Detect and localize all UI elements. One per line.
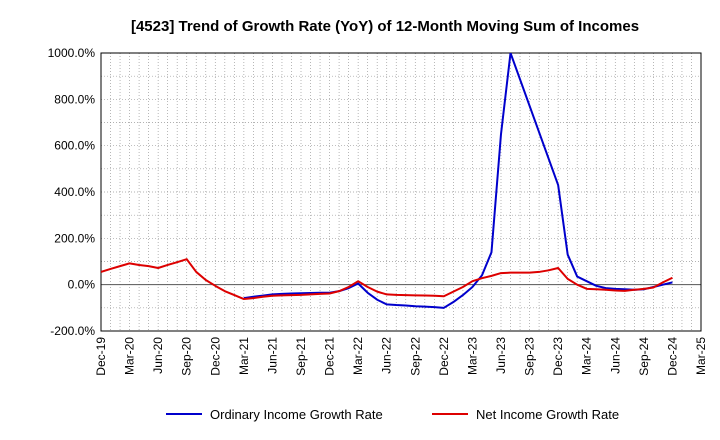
y-tick-label: 800.0%	[54, 92, 95, 106]
y-tick-label: 1000.0%	[48, 46, 96, 60]
y-tick-label: -200.0%	[50, 324, 95, 338]
x-tick-label: Sep-21	[294, 337, 308, 376]
y-tick-label: 600.0%	[54, 139, 95, 153]
y-tick-label: 0.0%	[68, 278, 96, 292]
x-tick-label: Sep-23	[523, 337, 537, 376]
y-tick-label: 200.0%	[54, 231, 95, 245]
x-tick-label: Mar-21	[237, 337, 251, 375]
x-tick-label: Mar-20	[123, 337, 137, 375]
legend-label: Ordinary Income Growth Rate	[210, 407, 383, 422]
x-axis: Dec-19 Mar-20 Jun-20 Sep-20 Dec-20 Mar-21 Jun-…	[94, 337, 708, 376]
x-tick-label: Mar-24	[580, 337, 594, 375]
legend: Ordinary Income Growth Rate Net Income Gr…	[166, 407, 619, 422]
x-tick-label: Jun-20	[151, 337, 165, 374]
x-tick-label: Sep-24	[637, 337, 651, 376]
y-tick-label: 400.0%	[54, 185, 95, 199]
x-tick-label: Jun-21	[265, 337, 279, 374]
series-lines	[101, 53, 673, 309]
x-tick-label: Jun-24	[608, 337, 622, 374]
x-tick-label: Jun-23	[494, 337, 508, 374]
x-tick-label: Dec-21	[323, 337, 337, 376]
x-tick-label: Dec-20	[208, 337, 222, 376]
x-tick-label: Mar-25	[694, 337, 708, 375]
x-tick-label: Dec-19	[94, 337, 108, 376]
x-tick-label: Dec-22	[437, 337, 451, 376]
y-axis: -200.0% 0.0% 200.0% 400.0% 600.0% 800.0% 1000.…	[48, 46, 96, 338]
series-line-ordinary-income	[243, 53, 673, 309]
legend-label: Net Income Growth Rate	[476, 407, 619, 422]
x-tick-label: Jun-22	[380, 337, 394, 374]
chart-title: [4523] Trend of Growth Rate (YoY) of 12-…	[131, 18, 639, 35]
x-tick-label: Dec-23	[551, 337, 565, 376]
plot-area-border	[100, 52, 702, 332]
x-tick-label: Mar-23	[465, 337, 479, 375]
grid	[101, 53, 701, 331]
series-line-net-income	[101, 258, 673, 301]
x-tick-label: Sep-20	[180, 337, 194, 376]
x-tick-label: Mar-22	[351, 337, 365, 375]
x-tick-label: Dec-24	[665, 337, 679, 376]
x-tick-label: Sep-22	[408, 337, 422, 376]
